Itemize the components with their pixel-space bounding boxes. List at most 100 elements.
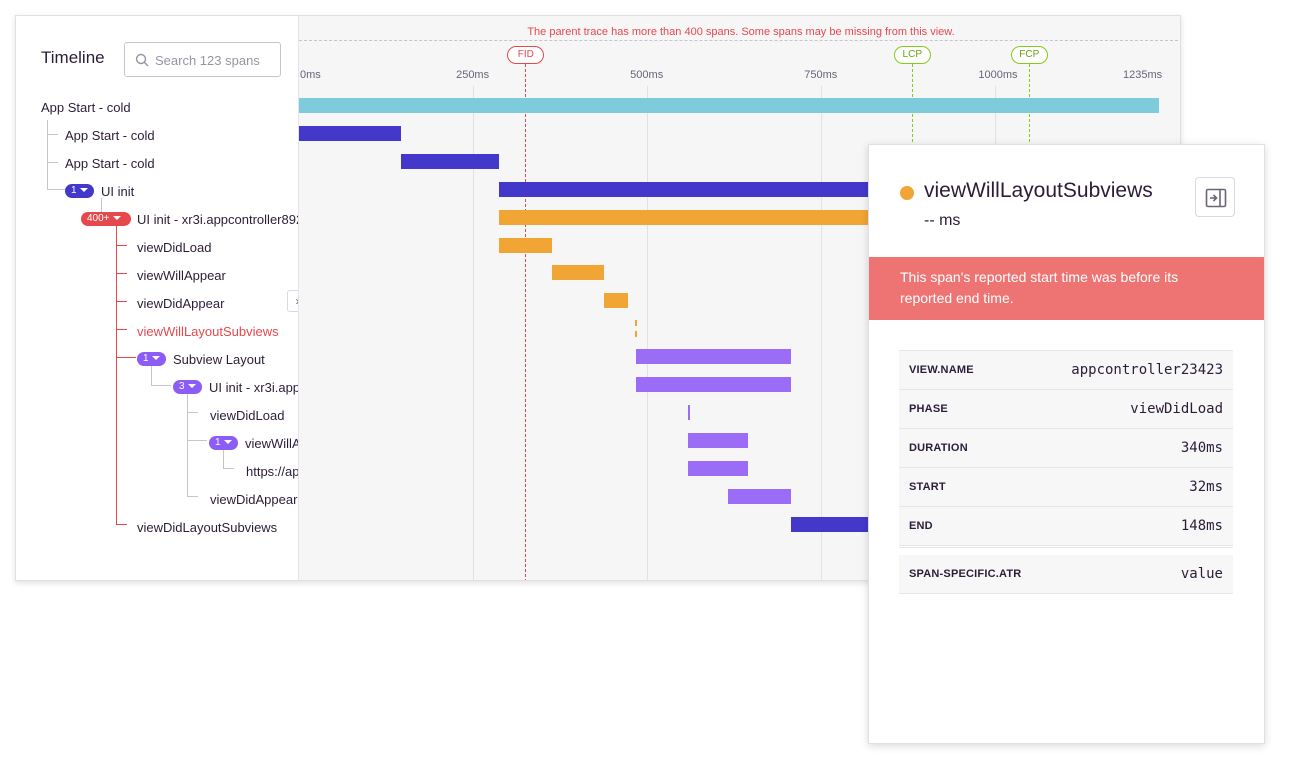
tree-connector xyxy=(116,224,117,524)
tree-row[interactable]: viewWillAppear xyxy=(137,261,298,289)
span-bar[interactable] xyxy=(687,432,749,448)
tree-connector xyxy=(47,162,58,163)
caret-down-icon xyxy=(112,216,121,220)
span-label: App Start - cold xyxy=(41,100,131,115)
span-label: UI init - xr3i.appcontroller8923 xyxy=(137,212,298,227)
span-error-alert: This span's reported start time was befo… xyxy=(869,257,1264,320)
span-bar[interactable] xyxy=(498,209,870,225)
caret-down-icon xyxy=(223,440,232,444)
collapse-badge[interactable]: 1 xyxy=(209,436,238,450)
span-label: viewDidAppear xyxy=(210,492,298,507)
span-bar[interactable] xyxy=(552,265,604,281)
tree-row[interactable]: https://api xyxy=(246,457,298,485)
attribute-row: DURATION 340ms xyxy=(899,429,1233,468)
timeline-title: Timeline xyxy=(41,48,105,67)
attribute-value: 32ms xyxy=(1189,479,1223,495)
search-field[interactable] xyxy=(124,42,281,77)
tree-row[interactable]: viewDidLoad xyxy=(210,401,298,429)
span-label: UI init - xr3i.appcontroller xyxy=(209,380,298,395)
span-label: viewDidLoad xyxy=(137,240,212,255)
caret-down-icon xyxy=(79,188,88,192)
collapse-badge[interactable]: 1 xyxy=(137,352,166,366)
span-bar[interactable] xyxy=(791,516,870,532)
span-color-dot xyxy=(900,186,914,200)
search-input[interactable] xyxy=(155,51,277,69)
tree-row[interactable]: 3 UI init - xr3i.appcontroller xyxy=(173,373,298,401)
tree-connector xyxy=(47,120,48,189)
tree-row-selected[interactable]: viewWillLayoutSubviews xyxy=(137,317,298,345)
attribute-value: 148ms xyxy=(1180,518,1223,534)
tree-connector xyxy=(223,468,234,469)
span-bar[interactable] xyxy=(636,349,792,365)
tree-row[interactable]: viewDidLoad xyxy=(137,233,298,261)
span-bar[interactable] xyxy=(636,377,792,392)
tree-row[interactable]: viewDidLayoutSubviews xyxy=(137,513,298,541)
span-label: UI init xyxy=(101,184,135,199)
axis-tick-label: 1000ms xyxy=(978,69,1018,81)
span-bar[interactable] xyxy=(498,181,870,197)
tree-connector xyxy=(187,412,198,413)
attribute-value: value xyxy=(1180,566,1223,582)
tree-row[interactable]: App Start - cold xyxy=(41,93,298,121)
marker-fcp[interactable]: FCP xyxy=(1010,46,1048,64)
gridline xyxy=(647,86,649,580)
tree-connector xyxy=(187,496,198,497)
tree-connector xyxy=(116,301,127,302)
span-detail-panel: viewWillLayoutSubviews -- ms This span's… xyxy=(868,144,1265,744)
gridline xyxy=(821,86,823,580)
tree-row[interactable]: viewDidAppear xyxy=(210,485,298,513)
span-tree-panel: Timeline App xyxy=(16,16,308,580)
caret-down-icon xyxy=(151,356,160,360)
span-label: viewWillAppear xyxy=(137,268,226,283)
span-bar[interactable] xyxy=(400,153,499,169)
attribute-value: appcontroller23423 xyxy=(1071,362,1223,378)
span-bar[interactable] xyxy=(687,460,749,476)
collapse-badge[interactable]: 3 xyxy=(173,380,202,394)
tree-connector xyxy=(116,357,136,358)
span-bar[interactable] xyxy=(604,293,628,309)
attribute-key: PHASE xyxy=(909,403,948,415)
tree-row[interactable]: 1 Subview Layout xyxy=(137,345,298,373)
span-limit-warning: The parent trace has more than 400 spans… xyxy=(527,26,955,38)
collapse-badge[interactable]: 1 xyxy=(65,184,94,198)
span-label: App Start - cold xyxy=(65,128,155,143)
collapse-panel-button[interactable] xyxy=(1195,177,1235,217)
divider xyxy=(899,547,1233,548)
span-label: App Start - cold xyxy=(65,156,155,171)
axis-tick-label: 250ms xyxy=(456,69,490,81)
marker-lcp[interactable]: LCP xyxy=(893,46,931,64)
marker-fid[interactable]: FID xyxy=(507,46,545,64)
span-bar[interactable] xyxy=(498,237,553,253)
attribute-row: START 32ms xyxy=(899,468,1233,507)
tree-connector xyxy=(101,198,102,217)
tree-connector xyxy=(47,189,65,190)
axis-tick-label: 0ms xyxy=(300,69,321,81)
tree-connector xyxy=(187,392,188,496)
attribute-row: SPAN-SPECIFIC.ATR value xyxy=(899,555,1233,594)
span-bar[interactable] xyxy=(687,404,690,420)
collapse-badge[interactable]: 400+ xyxy=(81,212,131,226)
tree-row[interactable]: App Start - cold xyxy=(65,149,298,177)
span-bar[interactable] xyxy=(299,98,1159,113)
tree-connector xyxy=(116,273,127,274)
tree-connector xyxy=(151,364,152,385)
collapse-panel-icon xyxy=(1205,188,1227,208)
search-icon xyxy=(135,53,149,67)
attribute-key: SPAN-SPECIFIC.ATR xyxy=(909,568,1022,580)
span-label: Subview Layout xyxy=(173,352,265,367)
span-bar[interactable] xyxy=(727,488,792,504)
attribute-key: VIEW.NAME xyxy=(909,364,974,376)
marker-line-fid xyxy=(525,64,527,580)
span-bar[interactable] xyxy=(299,125,401,141)
tree-row[interactable]: 400+ UI init - xr3i.appcontroller8923 xyxy=(81,205,298,233)
tree-row[interactable]: App Start - cold xyxy=(65,121,298,149)
axis-tick-label: 1235ms xyxy=(1123,69,1163,81)
attribute-row: PHASE viewDidLoad xyxy=(899,390,1233,429)
tree-row[interactable]: viewDidAppear xyxy=(137,289,287,317)
span-duration: -- ms xyxy=(924,212,961,229)
span-title: viewWillLayoutSubviews xyxy=(924,179,1153,202)
tree-row[interactable]: 1 viewWillAppear xyxy=(209,429,298,457)
gridline xyxy=(473,86,475,580)
tree-row[interactable]: 1 UI init xyxy=(65,177,298,205)
span-label: viewDidAppear xyxy=(137,296,225,311)
